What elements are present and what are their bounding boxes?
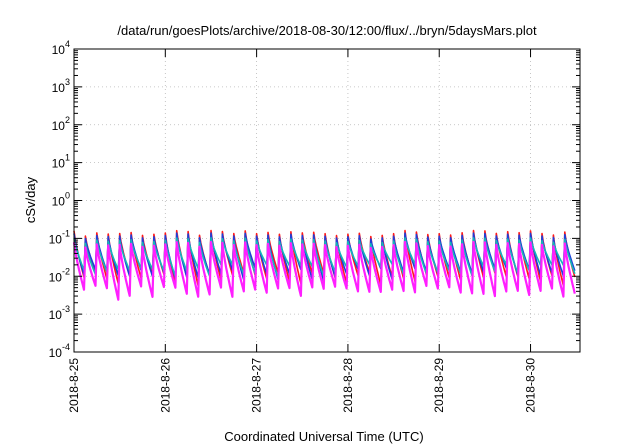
x-tick-label: 2018-8-25 (67, 358, 81, 413)
y-tick-label: 100 (52, 191, 70, 209)
series-lines (72, 229, 576, 301)
x-axis: 2018-8-25 2018-8-26 2018-8-27 2018-8-28 2018… (67, 49, 538, 413)
series-line (72, 240, 576, 301)
y-tick-exponent: 0 (65, 191, 70, 201)
y-tick-base: 10 (52, 43, 66, 57)
y-tick-exponent: 1 (65, 153, 70, 163)
y-tick-exponent: -2 (62, 266, 70, 276)
grid (74, 49, 580, 352)
y-tick-exponent: 4 (65, 39, 70, 49)
y-tick-label: 10-1 (49, 228, 70, 246)
y-tick-base: 10 (52, 157, 66, 171)
x-tick-label: 2018-8-29 (432, 358, 446, 413)
x-tick-label: 2018-8-26 (158, 358, 172, 413)
y-tick-base: 10 (52, 119, 66, 133)
y-tick-label: 103 (52, 77, 70, 95)
y-axis-label: cSv/day (23, 176, 38, 223)
y-tick-label: 10-3 (49, 304, 70, 322)
y-tick-label: 101 (52, 153, 70, 171)
y-tick-exponent: 3 (65, 77, 70, 87)
y-tick-base: 10 (49, 232, 63, 246)
y-tick-exponent: -4 (62, 342, 70, 352)
y-tick-base: 10 (49, 346, 63, 360)
y-tick-exponent: -3 (62, 304, 70, 314)
y-tick-label: 104 (52, 39, 70, 57)
y-tick-base: 10 (49, 308, 63, 322)
x-axis-label: Coordinated Universal Time (UTC) (224, 429, 423, 444)
x-tick-label: 2018-8-28 (341, 358, 355, 413)
y-tick-base: 10 (52, 81, 66, 95)
x-tick-label: 2018-8-27 (250, 358, 264, 413)
y-tick-label: 10-4 (49, 342, 70, 360)
y-tick-label: 10-2 (49, 266, 70, 284)
chart-title: /data/run/goesPlots/archive/2018-08-30/1… (117, 23, 537, 38)
y-tick-base: 10 (52, 195, 66, 209)
y-tick-exponent: 2 (65, 115, 70, 125)
y-tick-exponent: -1 (62, 228, 70, 238)
y-tick-base: 10 (49, 270, 63, 284)
x-tick-label: 2018-8-30 (524, 358, 538, 413)
y-tick-label: 102 (52, 115, 70, 133)
